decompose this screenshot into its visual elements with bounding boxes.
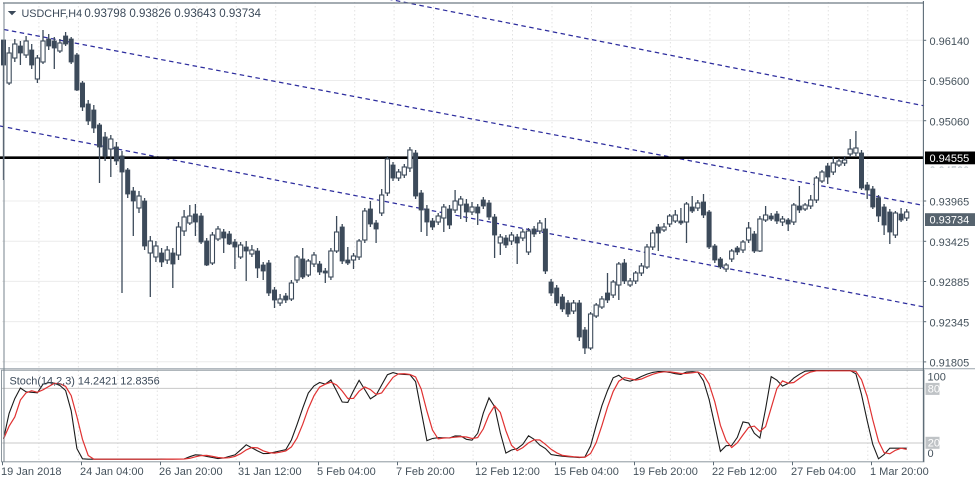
svg-text:0.92885: 0.92885 [930,277,970,289]
svg-text:0.95060: 0.95060 [930,116,970,128]
svg-text:19 Jan 2018: 19 Jan 2018 [1,466,62,478]
svg-text:0.92345: 0.92345 [930,317,970,329]
svg-text:1 Mar 20:00: 1 Mar 20:00 [870,466,929,478]
svg-text:0.91805: 0.91805 [930,358,970,370]
svg-text:USDCHF,H4: USDCHF,H4 [22,8,83,20]
svg-text:0: 0 [928,448,934,460]
svg-text:0.94520: 0.94520 [930,165,970,177]
svg-text:27 Feb 04:00: 27 Feb 04:00 [791,466,856,478]
svg-text:24 Jan 04:00: 24 Jan 04:00 [80,466,144,478]
svg-text:Stoch(14,2,3) 14.2421 12.8356: Stoch(14,2,3) 14.2421 12.8356 [10,375,160,387]
svg-text:15 Feb 04:00: 15 Feb 04:00 [554,466,619,478]
svg-text:22 Feb 12:00: 22 Feb 12:00 [712,466,777,478]
svg-text:0.93965: 0.93965 [930,197,970,209]
svg-text:31 Jan 12:00: 31 Jan 12:00 [238,466,302,478]
svg-text:100: 100 [928,371,946,383]
svg-text:0.93425: 0.93425 [930,237,970,249]
svg-text:0.95600: 0.95600 [930,76,970,88]
svg-text:20: 20 [928,437,940,449]
svg-text:7 Feb 20:00: 7 Feb 20:00 [396,466,455,478]
svg-text:26 Jan 20:00: 26 Jan 20:00 [159,466,223,478]
svg-text:0.93734: 0.93734 [930,215,970,227]
svg-text:0.94555: 0.94555 [930,153,970,165]
svg-text:19 Feb 20:00: 19 Feb 20:00 [633,466,698,478]
svg-text:80: 80 [928,384,940,396]
svg-text:5 Feb 04:00: 5 Feb 04:00 [317,466,376,478]
svg-text:0.93798 0.93826 0.93643 0.9373: 0.93798 0.93826 0.93643 0.93734 [84,8,261,20]
svg-text:0.96140: 0.96140 [930,36,970,48]
svg-text:12 Feb 12:00: 12 Feb 12:00 [475,466,540,478]
